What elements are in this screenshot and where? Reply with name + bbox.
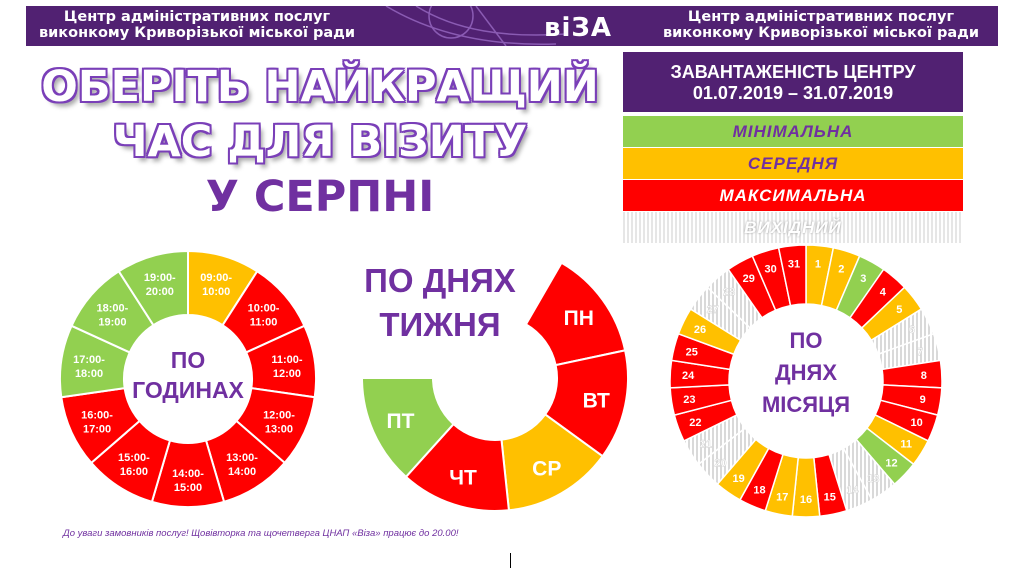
weekday-arc-chart: ПН ВТ СР ЧТ ПТ bbox=[360, 261, 629, 512]
month-day-label: 17 bbox=[776, 492, 788, 504]
month-day-label: 23 bbox=[683, 394, 695, 406]
month-day-label: 26 bbox=[694, 324, 706, 336]
decorative-lines-icon bbox=[385, 6, 567, 46]
month-day-label: 12 bbox=[885, 457, 897, 469]
month-center-line3: МІСЯЦЯ bbox=[762, 392, 850, 417]
hour-label-end: 15:00 bbox=[174, 482, 202, 494]
month-day-label: 3 bbox=[860, 273, 866, 285]
hour-segment bbox=[117, 249, 189, 327]
text-cursor bbox=[510, 553, 511, 568]
weekday-label: ПН bbox=[564, 307, 594, 330]
org-name-right: Центр адміністративних послуг виконкому … bbox=[656, 9, 986, 41]
hour-label-start: 14:00- bbox=[172, 468, 204, 480]
legend-medium: СЕРЕДНЯ bbox=[623, 148, 963, 179]
hour-label-end: 12:00 bbox=[273, 368, 301, 380]
month-day-label: 22 bbox=[689, 417, 701, 429]
month-day-label: 25 bbox=[686, 346, 698, 358]
org-line1-right: Центр адміністративних послуг bbox=[687, 9, 955, 25]
month-day-label: 9 bbox=[920, 394, 926, 406]
month-day-label: 2 bbox=[838, 263, 844, 275]
hour-label-end: 19:00 bbox=[98, 317, 126, 329]
header-banner: Центр адміністративних послуг виконкому … bbox=[26, 6, 998, 46]
month-day-label: 21 bbox=[700, 438, 712, 450]
weekday-title-line2: ТИЖНЯ bbox=[379, 306, 500, 343]
load-legend: ЗАВАНТАЖЕНІСТЬ ЦЕНТРУ 01.07.2019 – 31.07… bbox=[623, 52, 963, 243]
hour-label-end: 14:00 bbox=[228, 466, 256, 478]
month-day-label: 27 bbox=[707, 304, 719, 316]
weekday-title-line1: ПО ДНЯХ bbox=[364, 262, 516, 299]
month-day-label: 1 bbox=[815, 259, 821, 271]
hour-label-start: 09:00- bbox=[200, 272, 232, 284]
hour-label-start: 15:00- bbox=[118, 452, 150, 464]
month-day-label: 30 bbox=[765, 263, 777, 275]
viza-logo: віЗА bbox=[544, 13, 612, 43]
hour-label-start: 17:00- bbox=[73, 354, 105, 366]
month-day-label: 15 bbox=[824, 492, 836, 504]
month-day-label: 10 bbox=[911, 417, 923, 429]
hour-label-end: 20:00 bbox=[146, 286, 174, 298]
month-day-label: 31 bbox=[788, 259, 800, 271]
legend-dayoff: ВИХІДНИЙ bbox=[623, 212, 963, 243]
hour-label-end: 11:00 bbox=[250, 317, 278, 329]
weekday-label: ВТ bbox=[583, 390, 610, 413]
hour-label-end: 10:00 bbox=[202, 286, 230, 298]
hour-label-start: 13:00- bbox=[226, 452, 258, 464]
hour-label-end: 18:00 bbox=[75, 368, 103, 380]
month-day-label: 18 bbox=[753, 484, 765, 496]
headline-line1: ОБЕРІТЬ НАЙКРАЩИЙ bbox=[41, 62, 599, 112]
footer-note: До уваги замовників послуг! Щовівторка т… bbox=[63, 528, 459, 539]
weekday-label: ПТ bbox=[386, 410, 414, 433]
hours-donut-chart: 09:00- 10:00 10:00- 11:00 11:00- 12:00 12:00- 1… bbox=[59, 249, 317, 508]
legend-title-line1: ЗАВАНТАЖЕНІСТЬ ЦЕНТРУ bbox=[670, 62, 916, 82]
hour-label-end: 13:00 bbox=[265, 424, 293, 436]
month-day-label: 24 bbox=[682, 370, 695, 382]
org-line1-left: Центр адміністративних послуг bbox=[63, 9, 331, 25]
legend-minimal: МІНІМАЛЬНА bbox=[623, 116, 963, 147]
hours-center-line1: ПО bbox=[171, 347, 205, 373]
org-line2-left: виконкому Криворізької міської ради bbox=[38, 25, 356, 41]
hour-label-start: 11:00- bbox=[271, 354, 303, 366]
org-line2-right: виконкому Криворізької міської ради bbox=[662, 25, 980, 41]
legend-maximal: МАКСИМАЛЬНА bbox=[623, 180, 963, 211]
month-day-label: 29 bbox=[743, 273, 755, 285]
month-day-label: 7 bbox=[917, 346, 923, 358]
month-day-label: 11 bbox=[900, 438, 912, 450]
hour-label-start: 10:00- bbox=[248, 303, 280, 315]
month-day-label: 6 bbox=[909, 324, 915, 336]
month-day-label: 19 bbox=[732, 473, 744, 485]
hour-label-start: 12:00- bbox=[263, 410, 295, 422]
month-day-label: 5 bbox=[896, 304, 902, 316]
weekday-label: СР bbox=[532, 458, 561, 481]
org-name-left: Центр адміністративних послуг виконкому … bbox=[32, 9, 362, 41]
month-day-label: 20 bbox=[714, 457, 726, 469]
month-day-label: 28 bbox=[723, 286, 735, 298]
hour-label-end: 17:00 bbox=[83, 424, 111, 436]
month-day-segment bbox=[777, 244, 807, 307]
headline: ОБЕРІТЬ НАЙКРАЩИЙ ЧАС ДЛЯ ВІЗИТУ У СЕРПН… bbox=[40, 60, 600, 225]
month-donut-chart: 1 234567891011121314151617181920212223242… bbox=[669, 244, 943, 518]
month-day-label: 13 bbox=[867, 473, 879, 485]
headline-line2: ЧАС ДЛЯ ВІЗИТУ bbox=[112, 117, 528, 167]
month-day-label: 8 bbox=[921, 370, 927, 382]
legend-title: ЗАВАНТАЖЕНІСТЬ ЦЕНТРУ 01.07.2019 – 31.07… bbox=[623, 52, 963, 112]
hour-label-start: 16:00- bbox=[81, 410, 113, 422]
headline-line3: У СЕРПНІ bbox=[205, 172, 435, 222]
month-center-line1: ПО bbox=[790, 328, 823, 353]
hours-center-line2: ГОДИНАХ bbox=[132, 377, 244, 403]
month-day-label: 14 bbox=[846, 484, 859, 496]
weekday-label: ЧТ bbox=[449, 466, 477, 489]
month-day-label: 4 bbox=[880, 286, 887, 298]
month-day-label: 16 bbox=[800, 494, 812, 506]
weekday-segment bbox=[360, 377, 455, 479]
hour-label-end: 16:00 bbox=[120, 466, 148, 478]
legend-title-line2: 01.07.2019 – 31.07.2019 bbox=[692, 83, 894, 103]
month-center-line2: ДНЯХ bbox=[775, 360, 837, 385]
hour-label-start: 18:00- bbox=[97, 303, 129, 315]
hour-label-start: 19:00- bbox=[144, 272, 176, 284]
